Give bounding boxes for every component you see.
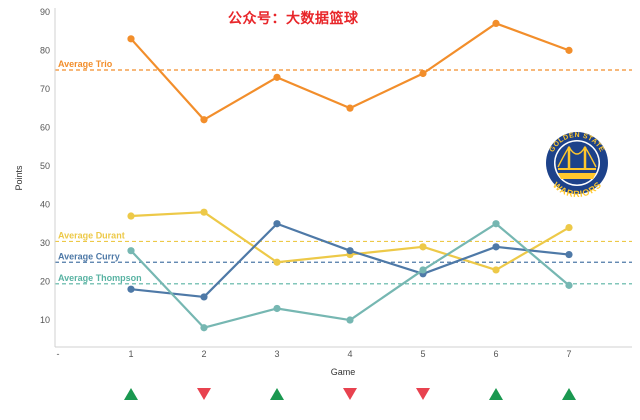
y-axis-title: Points	[14, 165, 24, 191]
data-point	[492, 266, 500, 274]
y-tick-label: 80	[40, 45, 50, 55]
data-point	[273, 258, 281, 266]
watermark-title: 公众号：大数据篮球	[228, 11, 359, 27]
data-point	[492, 243, 500, 251]
loss-triangle-down-icon	[197, 388, 211, 400]
average-label: Average Curry	[58, 251, 120, 261]
y-tick-label: 10	[40, 315, 50, 325]
win-triangle-up-icon	[124, 388, 138, 400]
data-point	[346, 104, 354, 112]
x-tick-label: 7	[566, 349, 571, 359]
bridge-base-icon	[558, 173, 596, 179]
x-tick-label: 5	[420, 349, 425, 359]
data-point	[565, 46, 573, 54]
win-triangle-up-icon	[270, 388, 284, 400]
loss-triangle-down-icon	[343, 388, 357, 400]
warriors-logo: GOLDEN STATE WARRIORS	[546, 132, 608, 199]
data-point	[565, 223, 573, 232]
average-label: Average Trio	[58, 59, 113, 69]
y-tick-label: 20	[40, 277, 50, 287]
x-tick-label: 2	[201, 349, 206, 359]
x-tick-label: -	[57, 349, 60, 359]
bridge-tower-icon	[567, 147, 587, 169]
result-markers	[124, 388, 576, 400]
data-point	[419, 69, 427, 78]
data-point	[565, 281, 573, 289]
data-point	[127, 247, 135, 255]
data-point	[346, 247, 354, 255]
data-point	[492, 19, 500, 28]
data-point	[419, 266, 427, 274]
data-point	[273, 220, 281, 228]
average-label: Average Thompson	[58, 273, 142, 283]
win-triangle-up-icon	[562, 388, 576, 400]
y-tick-label: 50	[40, 161, 50, 171]
x-tick-label: 1	[128, 349, 133, 359]
data-point	[273, 304, 281, 313]
series-line	[130, 222, 570, 299]
data-point	[200, 293, 208, 301]
average-label: Average Durant	[58, 230, 125, 240]
series-lines	[127, 19, 573, 332]
series-line	[130, 222, 570, 329]
data-point	[127, 285, 135, 293]
data-point	[127, 212, 135, 220]
data-point	[273, 73, 281, 81]
data-point	[200, 208, 208, 216]
data-point	[200, 116, 208, 124]
win-triangle-up-icon	[489, 388, 503, 400]
y-tick-label: 40	[40, 199, 50, 209]
y-tick-label: 60	[40, 122, 50, 132]
x-axis-title: Game	[331, 367, 356, 377]
data-point	[200, 324, 208, 332]
x-tick-label: 6	[493, 349, 498, 359]
loss-triangle-down-icon	[416, 388, 430, 400]
data-point	[127, 35, 135, 43]
data-point	[492, 220, 500, 228]
data-point	[346, 316, 354, 324]
y-tick-label: 70	[40, 84, 50, 94]
bridge-cable-icon	[557, 145, 597, 168]
x-tick-label: 3	[274, 349, 279, 359]
data-point	[419, 243, 427, 251]
y-tick-label: 90	[40, 7, 50, 17]
y-tick-label: 30	[40, 238, 50, 248]
data-point	[565, 250, 573, 259]
average-lines: Average Trio Average Durant Average Curry A…	[55, 59, 632, 285]
x-tick-label: 4	[347, 349, 352, 359]
